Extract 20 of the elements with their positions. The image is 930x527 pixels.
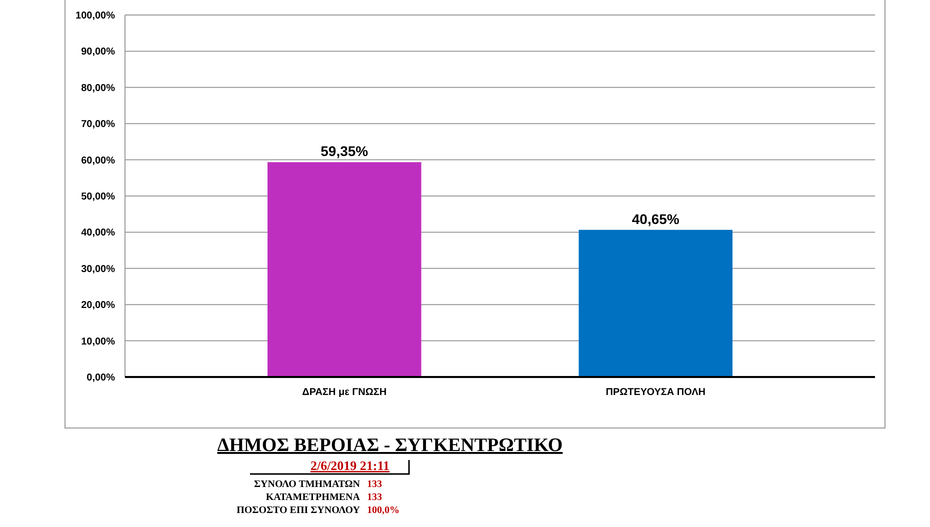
text: 2/6/2019 21:11	[310, 458, 390, 473]
x-tick-label: ΠΡΩΤΕΥΟΥΣΑ ΠΟΛΗ	[606, 387, 706, 398]
y-tick-label: 90,00%	[81, 46, 116, 58]
text: ΔΗΜΟΣ ΒΕΡΟΙΑΣ - ΣΥΓΚΕΝΤΡΩΤΙΚΟ	[217, 435, 563, 456]
y-tick-label: 80,00%	[81, 82, 116, 94]
y-tick-label: 40,00%	[81, 228, 116, 239]
text: ΠΟΣΟΣΤΟ ΕΠΙ ΣΥΝΟΛΟΥ 100,0%	[236, 505, 400, 516]
y-tick-label: 20,00%	[81, 300, 116, 312]
y-tick-label: 60,00%	[81, 155, 116, 166]
y-tick-label: 10,00%	[81, 336, 116, 348]
y-tick-label: 100,00%	[76, 10, 116, 22]
y-tick-label: 70,00%	[81, 119, 116, 130]
y-tick-label: 0,00%	[86, 372, 116, 384]
x-tick-label: ΔΡΑΣΗ με ΓΝΩΣΗ	[302, 387, 387, 398]
y-tick-label: 30,00%	[81, 264, 116, 275]
data-label: 59,35%	[320, 143, 369, 160]
text: ΚΑΤΑΜΕΤΡΗΜΕΝΑ 133	[266, 492, 382, 503]
text: ΣΥΝΟΛΟ ΤΜΗΜΑΤΩΝ 133	[254, 479, 382, 490]
y-tick-label: 50,00%	[81, 192, 116, 202]
data-label: 40,65%	[632, 210, 680, 227]
